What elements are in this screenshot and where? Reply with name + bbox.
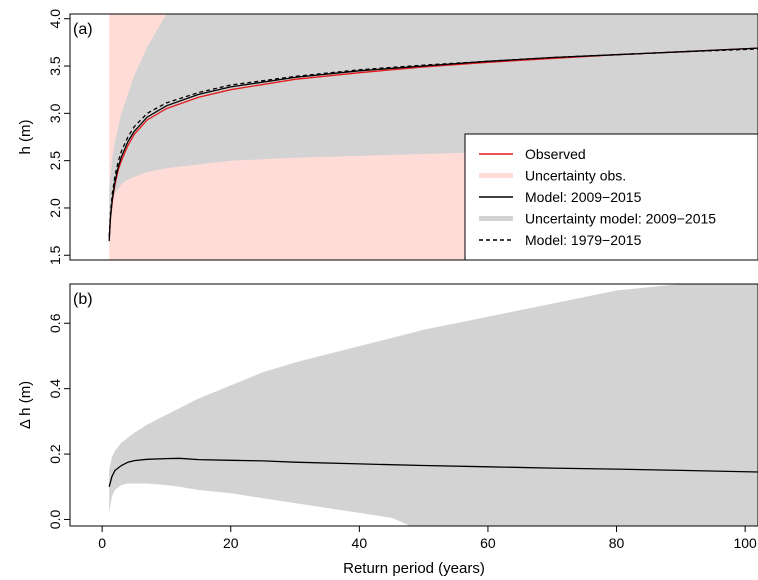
panel-b-label: (b) <box>73 291 93 308</box>
y-tick-label: 3.0 <box>47 103 63 123</box>
panel-a-y-axis: 1.5 2.0 2.5 3.0 3.5 4.0 <box>47 9 70 265</box>
x-tick-label: 40 <box>352 535 368 551</box>
legend-entry-label: Uncertainty model: 2009−2015 <box>525 211 716 227</box>
legend-entry-label: Uncertainty obs. <box>525 168 626 184</box>
legend-entry-label: Model: 1979−2015 <box>525 232 642 248</box>
panel-a-label: (a) <box>73 21 93 38</box>
x-tick-label: 80 <box>609 535 625 551</box>
uncertainty-band <box>109 284 758 526</box>
y-tick-label: 0.4 <box>47 379 63 399</box>
y-tick-label: 0.6 <box>47 313 63 333</box>
x-tick-label: 20 <box>223 535 239 551</box>
x-axis-label: Return period (years) <box>343 560 485 577</box>
legend-box <box>464 133 758 261</box>
panel-b-y-label: Δ h (m) <box>17 381 34 429</box>
panel-a-y-label: h (m) <box>17 120 34 155</box>
y-tick-label: 2.5 <box>47 151 63 171</box>
series-line-model-dashed <box>108 48 758 237</box>
x-tick-label: 60 <box>480 535 496 551</box>
y-tick-label: 1.5 <box>47 245 63 265</box>
y-tick-label: 0.0 <box>47 510 63 530</box>
panel-b-frame <box>69 283 758 527</box>
panel-a-frame <box>69 13 758 261</box>
x-tick-label: 100 <box>733 535 757 551</box>
panel-b-plot-area <box>108 284 758 526</box>
legend-entry-label: Model: 2009−2015 <box>525 189 642 205</box>
y-tick-label: 0.2 <box>47 444 63 464</box>
panel-b-x-axis: 0 20 40 60 80 100 <box>98 526 757 551</box>
panel-b-y-axis: 0.0 0.2 0.4 0.6 <box>47 313 70 529</box>
panel-b: 0.0 0.2 0.4 0.6 0 20 40 60 80 100 (b) Δ h (m) Re… <box>17 283 758 577</box>
panel-a-legend: Observed Uncertainty obs. Model: 2009−2015… <box>464 133 758 261</box>
x-tick-label: 0 <box>98 535 106 551</box>
legend-entry-label: Observed <box>525 146 586 162</box>
uncertainty-model-band <box>109 14 758 232</box>
panel-a: 1.5 2.0 2.5 3.0 3.5 4.0 (a) h (m) Observed Unc… <box>17 9 758 265</box>
y-tick-label: 2.0 <box>47 198 63 218</box>
series-line-line <box>108 457 758 487</box>
y-tick-label: 3.5 <box>47 56 63 76</box>
y-tick-label: 4.0 <box>47 9 63 29</box>
